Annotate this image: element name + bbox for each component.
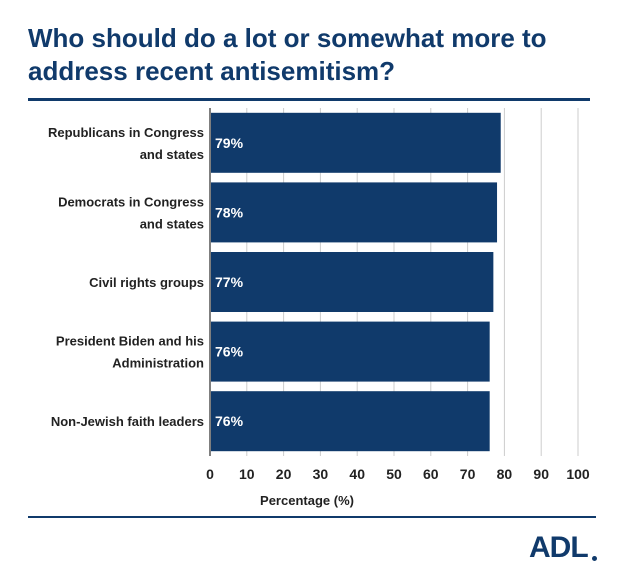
tick-label: 0 bbox=[206, 466, 214, 482]
tick-label: 10 bbox=[239, 466, 255, 482]
bar bbox=[211, 112, 501, 173]
category-labels: Republicans in Congress and states Democra… bbox=[48, 125, 204, 429]
tick-label: 100 bbox=[566, 466, 590, 482]
tick-labels: 0 10 20 30 40 50 60 70 80 90 100 bbox=[206, 466, 590, 482]
tick-label: 80 bbox=[497, 466, 513, 482]
bar bbox=[211, 252, 494, 312]
title-divider bbox=[28, 98, 590, 101]
data-label: 78% bbox=[215, 204, 244, 220]
category-label: Civil rights groups bbox=[89, 275, 204, 290]
data-label: 76% bbox=[215, 413, 244, 429]
category-label: President Biden and his Administration bbox=[56, 334, 204, 371]
bar bbox=[211, 321, 490, 382]
tick-label: 90 bbox=[533, 466, 549, 482]
tick-label: 40 bbox=[349, 466, 365, 482]
tick-label: 70 bbox=[460, 466, 476, 482]
data-label: 77% bbox=[215, 274, 244, 290]
category-label: Republicans in Congress and states bbox=[48, 125, 204, 162]
footer-divider bbox=[28, 516, 596, 518]
data-label: 76% bbox=[215, 344, 244, 360]
chart-title: Who should do a lot or somewhat more to … bbox=[28, 23, 547, 86]
category-label: Non-Jewish faith leaders bbox=[51, 414, 204, 429]
bar bbox=[211, 182, 498, 243]
tick-label: 50 bbox=[386, 466, 402, 482]
data-label: 79% bbox=[215, 135, 244, 151]
x-axis-label: Percentage (%) bbox=[260, 493, 354, 508]
category-label: Democrats in Congress and states bbox=[58, 194, 204, 231]
tick-label: 30 bbox=[313, 466, 329, 482]
tick-label: 60 bbox=[423, 466, 439, 482]
adl-logo: ADL bbox=[529, 531, 589, 564]
tick-label: 20 bbox=[276, 466, 292, 482]
bars: 79% 78% 77% 76% 76% bbox=[211, 112, 501, 452]
bar bbox=[211, 391, 490, 452]
logo-dot bbox=[592, 556, 597, 561]
